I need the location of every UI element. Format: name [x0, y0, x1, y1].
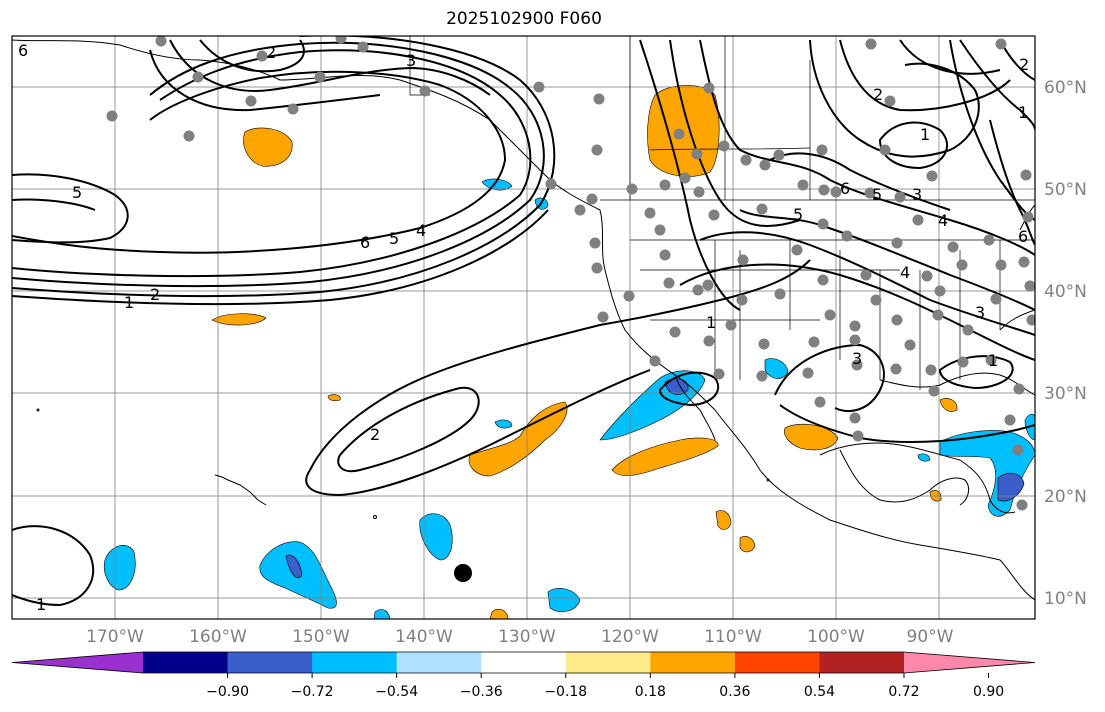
colorbar-outline — [11, 651, 1036, 674]
colorbar-segment — [650, 652, 736, 673]
contour-label: 2 — [266, 43, 276, 62]
contour-label: 1 — [988, 351, 998, 370]
colorbar-segment — [565, 652, 651, 673]
contour-label: 2 — [1019, 55, 1029, 74]
colorbar-tick-label: 0.18 — [635, 684, 666, 700]
colorbar-segment — [227, 652, 313, 673]
contour-labels: 6 2 3 5 6 5 4 1 2 1 2 1 2 5 6 5 4 3 2 1 … — [18, 41, 1029, 614]
contour-label: 4 — [900, 263, 910, 282]
colorbar-tick-label: 0.54 — [804, 684, 835, 700]
islands — [36, 408, 770, 519]
lon-label: 170°W — [86, 627, 144, 647]
orange-field-gulf-alaska — [243, 127, 293, 167]
colorbar-extend-high — [904, 652, 1035, 673]
contours — [12, 36, 1035, 607]
contour-label: 3 — [852, 349, 862, 368]
colorbar-segment — [396, 652, 482, 673]
colorbar-segment — [143, 652, 229, 673]
orange-field-small-4 — [939, 398, 958, 412]
latitude-axis: 60°N 50°N 40°N 30°N 20°N 10°N — [1044, 78, 1087, 609]
lon-label: 160°W — [189, 627, 247, 647]
colorbar-tick-label: 0.36 — [719, 684, 750, 700]
contour-label: 6 — [360, 233, 370, 252]
colorbar-tick-label: −0.90 — [206, 684, 249, 700]
colorbar-tick-label: −0.54 — [375, 684, 418, 700]
blue-field-mexico-small — [764, 358, 789, 379]
colorbar-segment — [734, 652, 820, 673]
contour-label: 6 — [18, 41, 28, 60]
colorbar-tick-label: −0.72 — [291, 684, 334, 700]
contour-label: 1 — [706, 313, 716, 332]
contour-label: 6 — [840, 179, 850, 198]
lon-label: 120°W — [601, 627, 659, 647]
dark-blue-field-gulf — [997, 472, 1025, 502]
map-border — [11, 35, 1036, 620]
colorbar-tick-label: 0.72 — [888, 684, 919, 700]
contour-label: 5 — [389, 229, 399, 248]
orange-field-small-5 — [327, 394, 341, 402]
orange-field-baja — [611, 437, 719, 476]
colorbar-segment — [819, 652, 905, 673]
contour-label: 5 — [872, 185, 882, 204]
blue-field-pacific-low — [547, 587, 581, 613]
colorbar-extend-low — [12, 652, 143, 673]
colorbar-tick-label: −0.18 — [544, 684, 587, 700]
colorbar-segment — [312, 652, 398, 673]
lon-label: 100°W — [807, 627, 865, 647]
orange-field-pacific-2 — [468, 401, 568, 477]
orange-field-small-2 — [739, 536, 756, 553]
lat-label: 20°N — [1044, 487, 1087, 507]
lat-label: 60°N — [1044, 78, 1087, 98]
orange-field-pacific-1 — [211, 313, 267, 326]
blue-field-small-2 — [494, 419, 513, 429]
contour-label: 3 — [406, 51, 416, 70]
contour-label: 1 — [124, 293, 134, 312]
blue-field-small-gulf — [917, 453, 931, 462]
contour-label: 4 — [938, 211, 948, 230]
colorbar-tick-label: 0.90 — [973, 684, 1004, 700]
map-title: 2025102900 F060 — [446, 9, 602, 29]
contour-label: 2 — [873, 85, 883, 104]
lon-label: 90°W — [907, 627, 954, 647]
contour-label: 1 — [920, 125, 930, 144]
contour-label: 4 — [416, 221, 426, 240]
orange-field-mexico — [784, 423, 839, 451]
contour-label: 2 — [150, 285, 160, 304]
contour-label: 2 — [370, 425, 380, 444]
lon-label: 130°W — [498, 627, 556, 647]
lon-label: 110°W — [704, 627, 762, 647]
storm-center-marker — [454, 564, 472, 582]
dark-blue-field-hawaii-south — [285, 554, 303, 579]
colorbar-segment — [481, 652, 567, 673]
lat-label: 40°N — [1044, 282, 1087, 302]
orange-field-small-1 — [715, 510, 732, 530]
map-panel — [12, 36, 1035, 619]
blue-field-pacific-mid — [419, 513, 453, 561]
blue-field-west-1 — [103, 545, 136, 591]
contour-label: 3 — [912, 185, 922, 204]
longitude-axis: 170°W 160°W 150°W 140°W 130°W 120°W 110°… — [86, 627, 954, 647]
blue-field-small-1 — [373, 609, 391, 619]
contour-label: 3 — [975, 303, 985, 322]
lat-label: 10°N — [1044, 589, 1087, 609]
state-borders — [409, 36, 1035, 390]
orange-field-small-6 — [489, 608, 509, 619]
contour-label: 1 — [36, 595, 46, 614]
graticule — [12, 36, 1035, 619]
contour-label: 6 — [1018, 227, 1028, 246]
lon-label: 140°W — [395, 627, 453, 647]
contour-label: 5 — [72, 183, 82, 202]
contour-label: 1 — [1018, 103, 1028, 122]
shaded-fields — [103, 85, 1035, 619]
lat-label: 30°N — [1044, 384, 1087, 404]
colorbar: −0.90 −0.72 −0.54 −0.36 −0.18 0.18 0.36 0.54 0.7… — [11, 651, 1036, 700]
lat-label: 50°N — [1044, 180, 1087, 200]
lon-label: 150°W — [292, 627, 350, 647]
contour-label: 5 — [793, 205, 803, 224]
station-dots — [106, 36, 1035, 511]
colorbar-tick-label: −0.36 — [460, 684, 503, 700]
